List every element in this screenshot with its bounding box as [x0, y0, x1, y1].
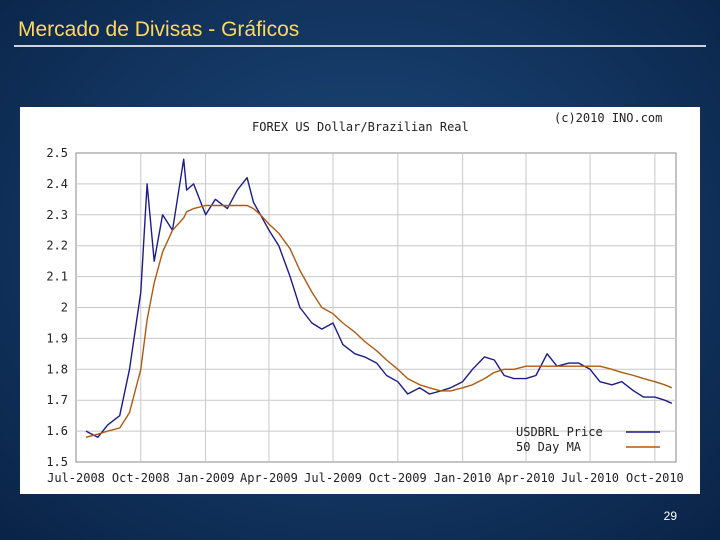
x-tick-label: Apr-2009	[240, 471, 298, 485]
y-tick-label: 2.4	[46, 177, 68, 191]
grid-lines	[75, 152, 677, 463]
x-tick-label: Oct-2010	[626, 471, 684, 485]
y-tick-label: 1.5	[46, 455, 68, 469]
chart-title: FOREX US Dollar/Brazilian Real	[252, 120, 469, 134]
y-tick-label: 1.7	[46, 393, 68, 407]
y-tick-label: 2.5	[46, 146, 68, 160]
legend-label: 50 Day MA	[516, 440, 582, 454]
ma-series-line	[85, 204, 673, 438]
x-tick-label: Apr-2010	[497, 471, 555, 485]
y-tick-label: 1.6	[46, 424, 68, 438]
x-tick-label: Jul-2008	[47, 471, 105, 485]
series-lines	[85, 158, 673, 438]
y-tick-label: 2	[61, 301, 68, 315]
page-number: 29	[663, 509, 677, 523]
forex-chart: FOREX US Dollar/Brazilian Real (c)2010 I…	[46, 111, 683, 485]
y-tick-label: 2.2	[46, 239, 68, 253]
x-tick-label: Jan-2010	[434, 471, 492, 485]
y-tick-label: 1.9	[46, 331, 68, 345]
legend-label: USDBRL Price	[516, 425, 603, 439]
x-tick-label: Oct-2008	[112, 471, 170, 485]
x-tick-label: Jul-2010	[561, 471, 619, 485]
chart-copyright: (c)2010 INO.com	[554, 111, 662, 125]
y-tick-label: 1.8	[46, 362, 68, 376]
axis-ticks: 2.5 2.4 2.3 2.2 2.1 2 1.9 1.8 1.7 1.6 1.5 Jul-2008 O…	[46, 146, 683, 485]
x-tick-label: Jul-2009	[304, 471, 362, 485]
y-tick-label: 2.3	[46, 208, 68, 222]
chart-panel: FOREX US Dollar/Brazilian Real (c)2010 I…	[20, 107, 700, 494]
x-tick-label: Jan-2009	[177, 471, 235, 485]
title-divider	[14, 45, 706, 47]
y-tick-label: 2.1	[46, 270, 68, 284]
slide-title: Mercado de Divisas - Gráficos	[18, 18, 300, 41]
price-series-line	[85, 158, 673, 438]
x-tick-label: Oct-2009	[369, 471, 427, 485]
